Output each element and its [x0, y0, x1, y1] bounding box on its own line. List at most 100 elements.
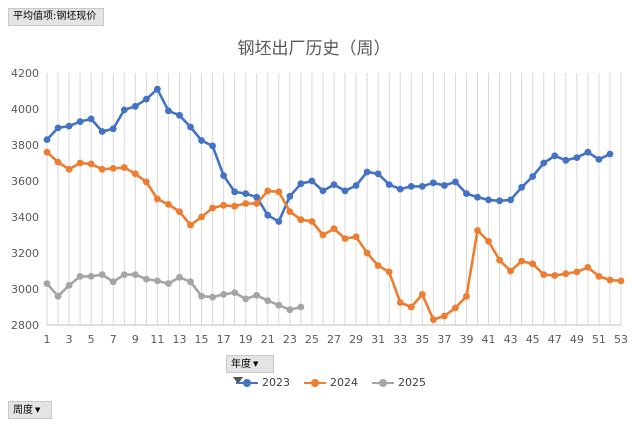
data-point-2023	[120, 106, 128, 114]
x-tick-label: 1	[44, 333, 51, 346]
data-point-2023	[584, 148, 592, 156]
x-tick-label: 7	[110, 333, 117, 346]
data-point-2025	[264, 297, 272, 305]
data-point-2023	[308, 177, 316, 185]
x-tick-label: 5	[88, 333, 95, 346]
data-point-2024	[220, 201, 228, 209]
value-field-button[interactable]: 平均值项:钢坯现价	[8, 8, 104, 26]
data-point-2023	[65, 122, 73, 130]
data-point-2023	[297, 180, 305, 188]
data-point-2024	[418, 291, 426, 298]
x-tick-label: 11	[150, 333, 164, 346]
data-point-2024	[98, 165, 106, 173]
data-point-2025	[120, 271, 128, 278]
x-tick-label: 49	[570, 333, 584, 346]
data-point-2023	[551, 152, 559, 160]
data-point-2023	[562, 156, 570, 164]
data-point-2024	[617, 277, 625, 285]
data-point-2025	[165, 280, 172, 287]
x-tick-label: 35	[415, 333, 429, 346]
data-point-2024	[440, 312, 448, 320]
x-tick-label: 45	[526, 333, 540, 346]
data-point-2023	[330, 181, 338, 189]
data-point-2024	[352, 233, 360, 241]
legend-swatch	[372, 378, 394, 387]
data-point-2023	[242, 190, 250, 198]
data-point-2024	[275, 188, 283, 196]
data-point-2024	[109, 165, 117, 172]
series-line-2025	[45, 273, 303, 312]
x-tick-label: 13	[172, 333, 186, 346]
data-point-2023	[396, 185, 404, 193]
data-point-2024	[518, 257, 526, 265]
data-point-2023	[209, 142, 216, 150]
data-point-2024	[474, 227, 481, 234]
data-point-2024	[551, 272, 559, 279]
data-point-2023	[518, 183, 526, 191]
data-point-2024	[452, 304, 459, 312]
x-tick-label: 21	[261, 333, 275, 346]
x-tick-label: 53	[614, 333, 628, 346]
legend-item-2024: 2024	[304, 376, 358, 389]
data-point-2023	[352, 182, 360, 189]
data-point-2023	[231, 188, 239, 196]
data-point-2025	[187, 278, 194, 286]
data-point-2023	[429, 179, 437, 187]
legend: 2023 2024 2025	[236, 376, 426, 389]
data-point-2024	[308, 218, 316, 225]
data-point-2024	[584, 264, 592, 271]
data-point-2024	[330, 225, 338, 233]
data-point-2023	[54, 124, 62, 132]
data-point-2025	[198, 292, 205, 300]
data-point-2023	[198, 137, 205, 144]
data-point-2024	[319, 231, 327, 239]
data-point-2024	[429, 316, 437, 323]
y-tick-label: 3600	[11, 175, 39, 188]
data-point-2025	[297, 303, 305, 311]
data-point-2023	[529, 173, 537, 180]
data-point-2024	[396, 299, 404, 306]
legend-swatch	[304, 378, 326, 387]
x-tick-label: 17	[217, 333, 231, 346]
data-point-2023	[131, 102, 139, 110]
data-point-2024	[120, 164, 128, 171]
data-point-2024	[485, 237, 492, 245]
data-point-2024	[253, 200, 261, 207]
axis-field-button[interactable]: 周度 ▼	[8, 401, 52, 419]
y-tick-label: 3800	[11, 139, 39, 152]
x-tick-label: 23	[283, 333, 297, 346]
data-point-2024	[131, 170, 139, 178]
data-point-2024	[496, 256, 503, 264]
data-point-2024	[264, 187, 272, 195]
data-point-2024	[87, 160, 95, 168]
data-point-2024	[341, 235, 349, 243]
y-tick-label: 3000	[11, 283, 39, 296]
series-line-2023	[45, 87, 612, 223]
y-tick-label: 4000	[11, 103, 39, 116]
data-point-2023	[165, 107, 172, 115]
series-field-button[interactable]: 年度 ▼	[226, 355, 274, 384]
x-tick-label: 37	[437, 333, 451, 346]
x-tick-label: 3	[66, 333, 73, 346]
legend-label: 2023	[262, 376, 290, 389]
x-tick-label: 31	[371, 333, 385, 346]
series-layer	[43, 85, 625, 323]
data-point-2025	[220, 291, 228, 298]
data-point-2024	[540, 271, 548, 278]
data-point-2024	[153, 195, 161, 203]
filter-icon	[233, 376, 243, 384]
legend-label: 2024	[330, 376, 358, 389]
data-point-2023	[264, 211, 272, 219]
data-point-2024	[573, 268, 581, 276]
data-point-2025	[153, 277, 161, 285]
y-tick-label: 3400	[11, 211, 39, 224]
data-point-2024	[65, 165, 73, 173]
dropdown-arrow-icon: ▼	[35, 406, 41, 414]
data-point-2023	[374, 170, 382, 178]
data-point-2023	[187, 123, 194, 131]
x-tick-label: 27	[327, 333, 341, 346]
data-point-2024	[187, 221, 194, 229]
data-point-2024	[43, 148, 51, 156]
data-point-2023	[220, 172, 228, 180]
data-point-2023	[485, 196, 492, 204]
